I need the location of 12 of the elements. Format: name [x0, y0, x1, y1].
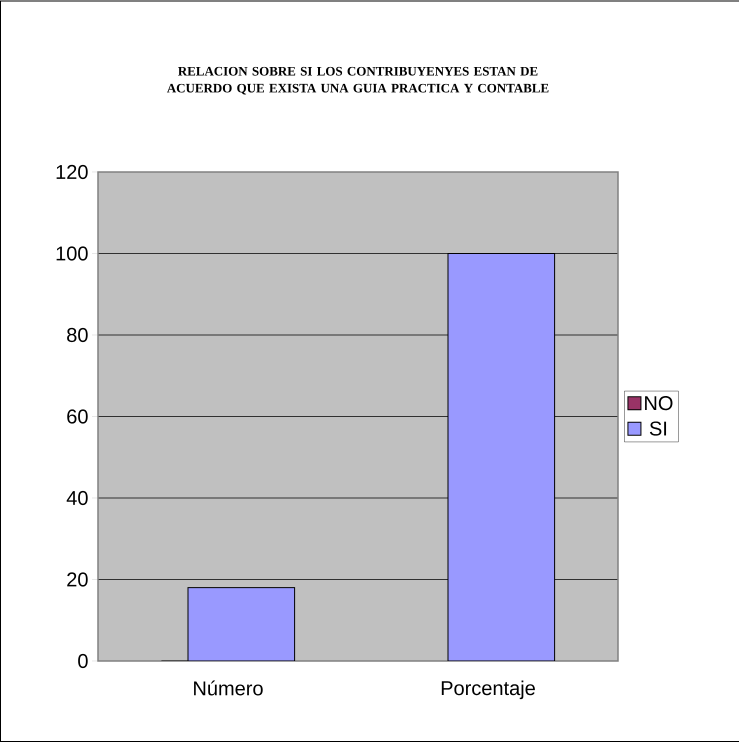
y-tick-label: 80	[67, 328, 88, 342]
y-tick-label: 0	[78, 654, 88, 668]
legend-label: SI	[650, 421, 666, 436]
y-tick-label: 100	[56, 246, 88, 261]
y-tick-label: 60	[67, 409, 88, 424]
y-tick-label: 40	[66, 490, 88, 506]
y-tick-label: 20	[67, 572, 88, 587]
y-tick-label: 120	[56, 164, 88, 180]
chart-title: RELACION SOBRE SI LOS CONTRIBUYENYES ESTAN DE ACUERDO QUE EXISTA UNA GUIA PRACTICA Y CONTABLE	[166, 66, 548, 94]
legend-label: NO	[645, 396, 672, 410]
x-tick-label: Porcentaje	[442, 680, 535, 700]
x-tick-label: Número	[194, 680, 263, 696]
